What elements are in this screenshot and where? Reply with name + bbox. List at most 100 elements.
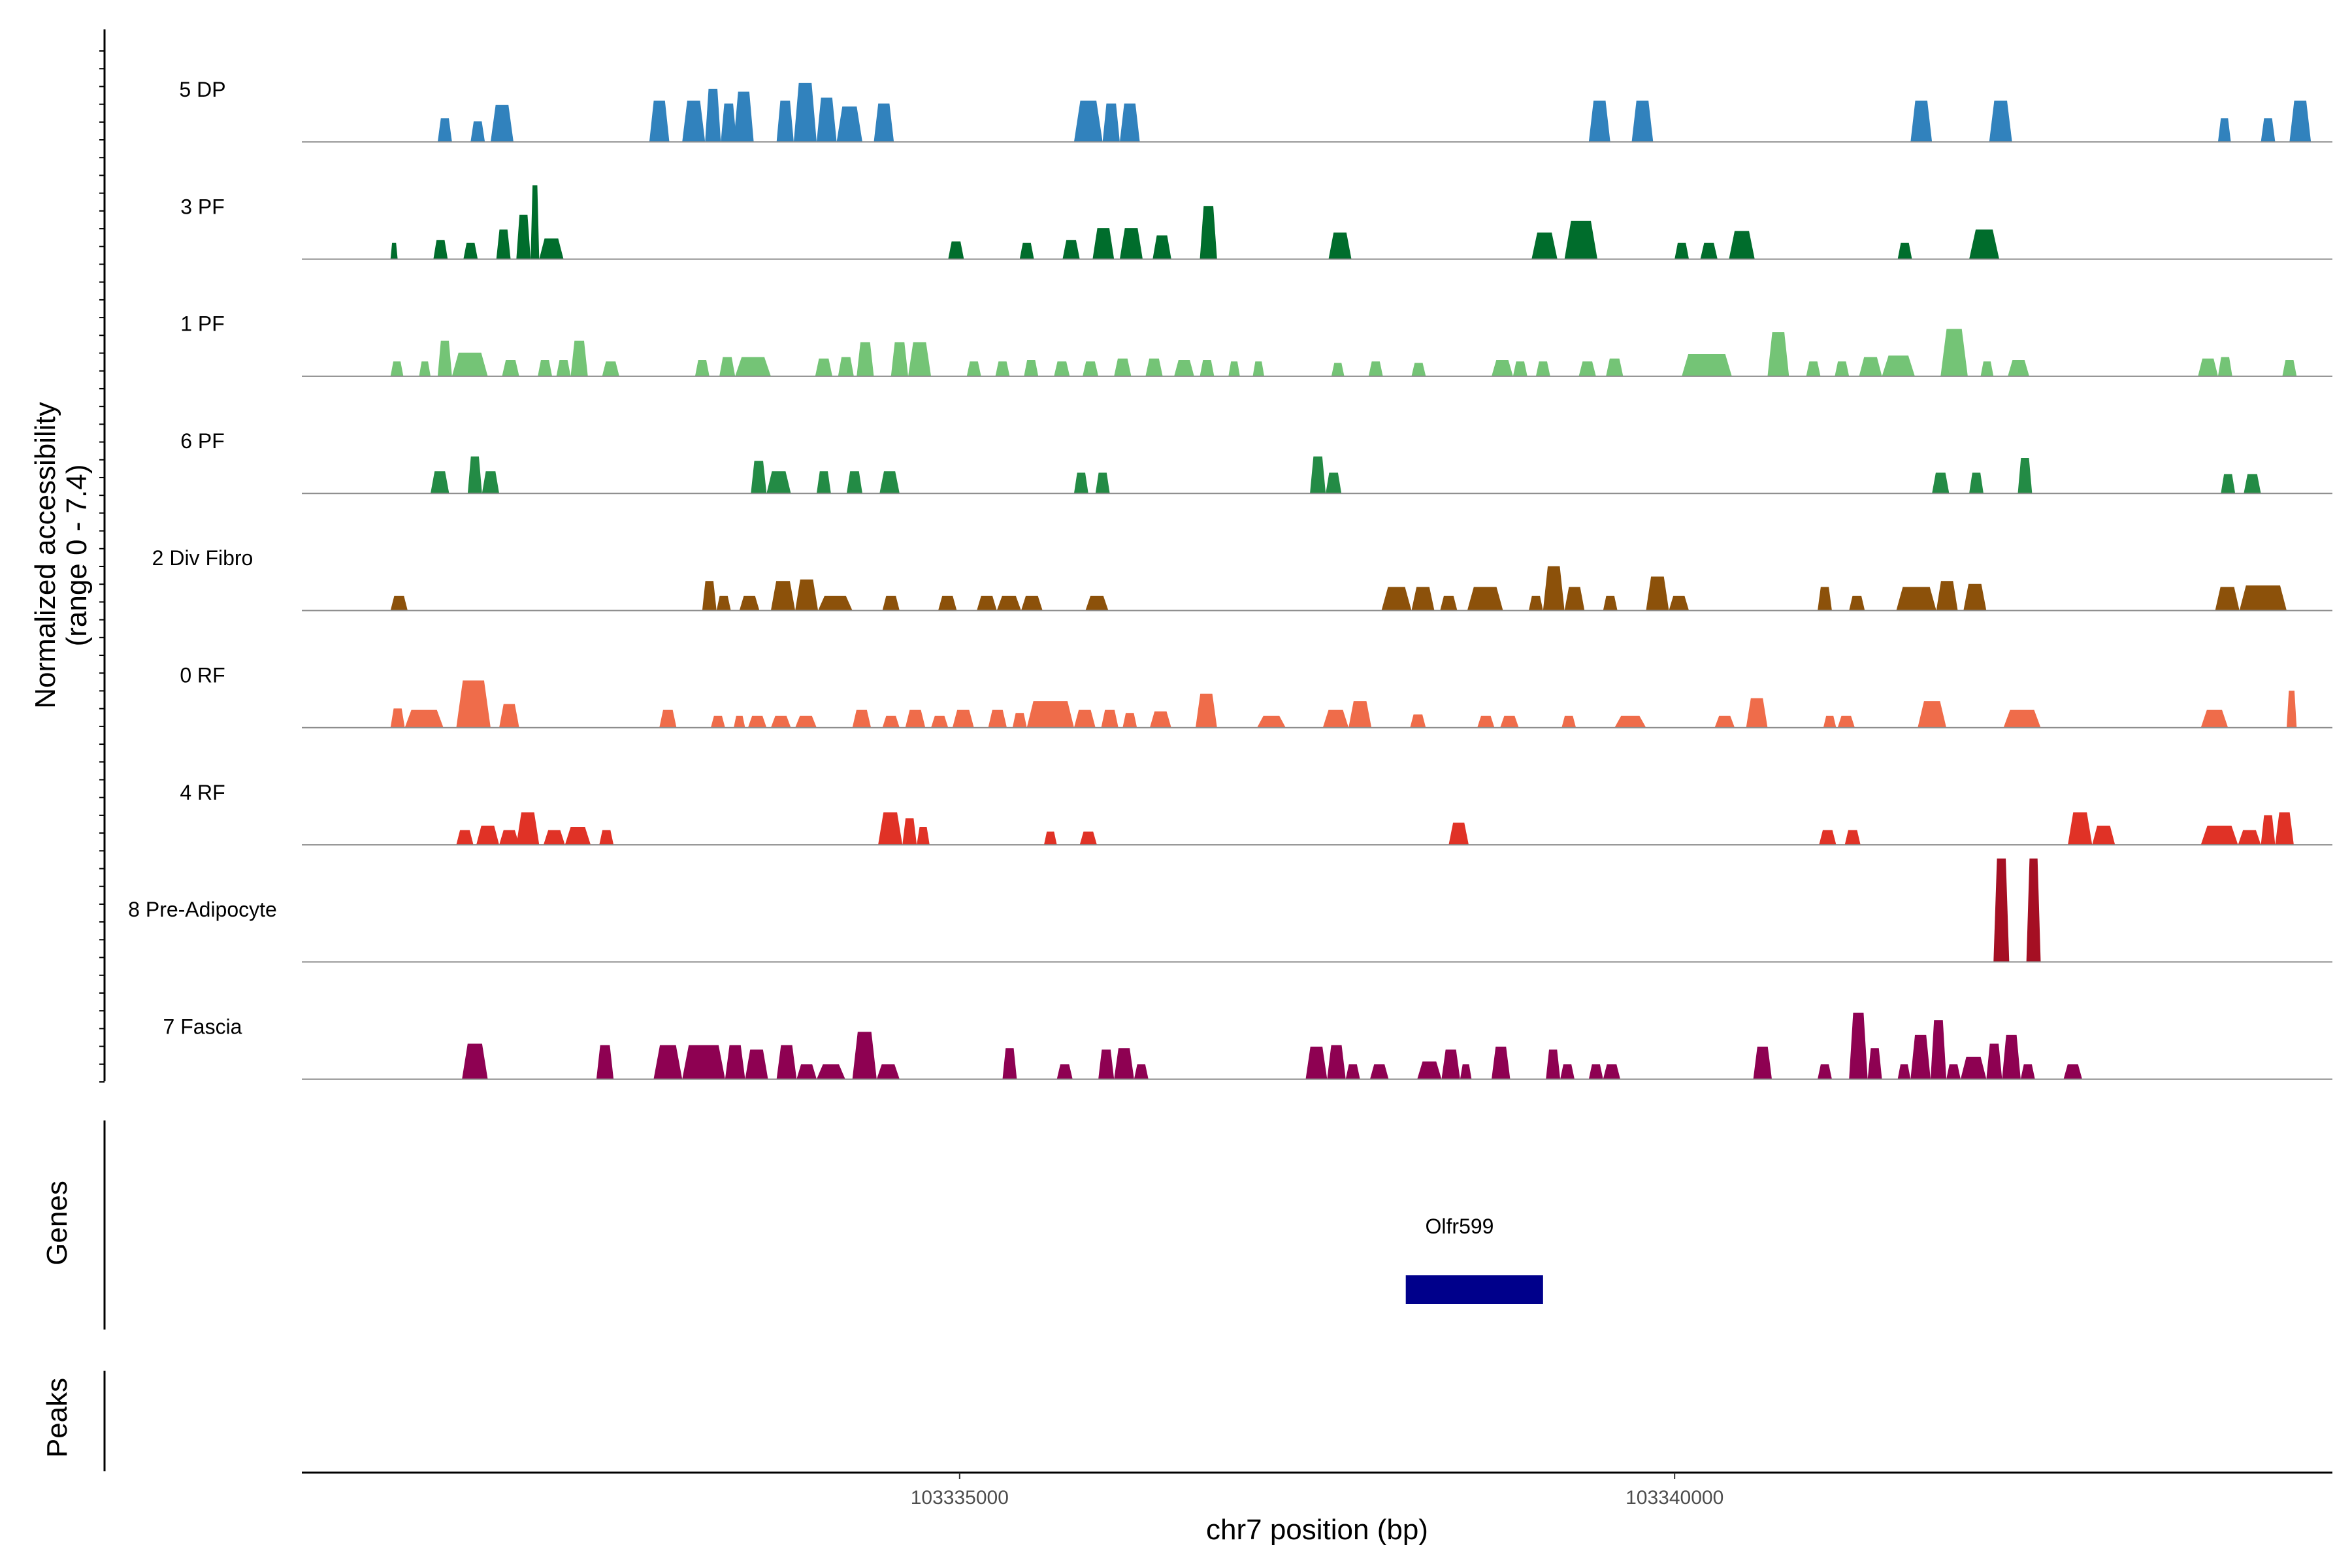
track-label: 2 Div Fibro — [152, 546, 253, 570]
coverage-peak — [1122, 713, 1137, 728]
coverage-peak — [682, 1045, 725, 1079]
coverage-peak — [516, 214, 531, 259]
coverage-peak — [470, 121, 485, 142]
coverage-peak — [1940, 329, 1968, 376]
coverage-peak — [1079, 831, 1097, 845]
coverage-track: 5 DP — [179, 78, 2332, 143]
coverage-peak — [1368, 361, 1383, 376]
coverage-peak — [1200, 360, 1215, 376]
coverage-peak — [733, 715, 745, 728]
coverage-peak — [1500, 715, 1519, 728]
coverage-track: 6 PF — [180, 429, 2332, 495]
coverage-peak — [1326, 472, 1342, 494]
coverage-peak — [815, 358, 833, 376]
coverage-peak — [770, 715, 791, 728]
coverage-peak — [1026, 701, 1074, 728]
coverage-peak — [1844, 830, 1861, 845]
genes-panel-title: Genes — [41, 1181, 73, 1266]
coverage-peak — [2275, 812, 2294, 845]
coverage-peak — [1310, 456, 1326, 494]
coverage-peak — [908, 342, 932, 376]
coverage-peak — [1729, 231, 1755, 259]
coverage-peak — [1564, 587, 1585, 611]
gene-body — [1405, 1275, 1543, 1304]
coverage-peak — [1896, 587, 1936, 611]
coverage-peak — [796, 1064, 817, 1079]
coverage-peak — [1682, 353, 1732, 376]
coverage-peak — [433, 240, 448, 259]
coverage-peak — [1073, 100, 1103, 142]
coverage-peak — [1305, 1046, 1328, 1079]
coverage-peak — [1969, 229, 2000, 259]
coverage-peak — [462, 1043, 488, 1079]
coverage-peak — [1897, 1064, 1911, 1079]
coverage-peak — [1257, 715, 1286, 728]
coverage-peak — [2017, 457, 2033, 494]
coverage-peak — [2008, 360, 2029, 376]
track-label: 5 DP — [179, 78, 225, 101]
coverage-peak — [1603, 1064, 1621, 1079]
coverage-y-axis-title-line1: Normalized accessibility — [29, 402, 61, 708]
coverage-peak — [1019, 242, 1034, 259]
coverage-peak — [952, 710, 974, 728]
coverage-peak — [456, 830, 474, 845]
coverage-peak — [499, 704, 519, 728]
coverage-peak — [1369, 1064, 1389, 1079]
coverage-peak — [1252, 361, 1265, 376]
coverage-peak — [874, 103, 894, 142]
coverage-peak — [1546, 1049, 1561, 1079]
coverage-peak — [857, 342, 874, 376]
coverage-peak — [795, 580, 819, 611]
coverage-peak — [456, 680, 491, 728]
coverage-peak — [1440, 595, 1458, 611]
coverage-peak — [878, 812, 903, 845]
coverage-peak — [745, 1049, 768, 1079]
coverage-peak — [766, 471, 791, 494]
coverage-peak — [1348, 701, 1372, 728]
coverage-peak — [838, 357, 854, 376]
peaks-panel-title: Peaks — [41, 1378, 73, 1458]
coverage-peak — [882, 715, 900, 728]
coverage-peak — [556, 360, 571, 376]
coverage-peak — [649, 100, 670, 142]
coverage-peak — [1578, 361, 1596, 376]
coverage-peak — [2261, 118, 2276, 142]
coverage-peak — [1960, 1056, 1987, 1079]
coverage-peak — [1897, 242, 1912, 259]
coverage-peak — [948, 241, 964, 259]
coverage-peak — [988, 710, 1007, 728]
coverage-peak — [390, 708, 405, 728]
coverage-peak — [451, 352, 488, 376]
coverage-peak — [1492, 1046, 1511, 1079]
coverage-peak — [1560, 1064, 1575, 1079]
coverage-peak — [2282, 360, 2297, 376]
coverage-peak — [1085, 595, 1109, 611]
coverage-peak — [1114, 358, 1132, 376]
coverage-peak — [1448, 823, 1469, 845]
coverage-peak — [1989, 100, 2012, 142]
coverage-peak — [1806, 361, 1821, 376]
coverage-peak — [1024, 360, 1039, 376]
coverage-peak — [1882, 355, 1915, 376]
coverage-peak — [467, 456, 482, 494]
coverage-peak — [818, 595, 853, 611]
coverage-peak — [852, 1032, 877, 1079]
coverage-peak — [2286, 691, 2297, 728]
coverage-peak — [2200, 710, 2229, 728]
coverage-peak — [531, 185, 540, 259]
coverage-peak — [725, 1045, 745, 1079]
coverage-peak — [1603, 595, 1618, 611]
coverage-peak — [1669, 595, 1690, 611]
coverage-peak — [1441, 1049, 1460, 1079]
coverage-peak — [1818, 1064, 1832, 1079]
coverage-peak — [1467, 587, 1503, 611]
coverage-peak — [1149, 711, 1171, 728]
coverage-peak — [747, 715, 767, 728]
coverage-peak — [1910, 100, 1933, 142]
coverage-peak — [539, 238, 564, 259]
coverage-peak — [1101, 710, 1119, 728]
coverage-peak — [721, 103, 737, 142]
track-label: 3 PF — [180, 195, 225, 218]
coverage-peak — [1936, 581, 1958, 611]
coverage-peak — [977, 595, 997, 611]
